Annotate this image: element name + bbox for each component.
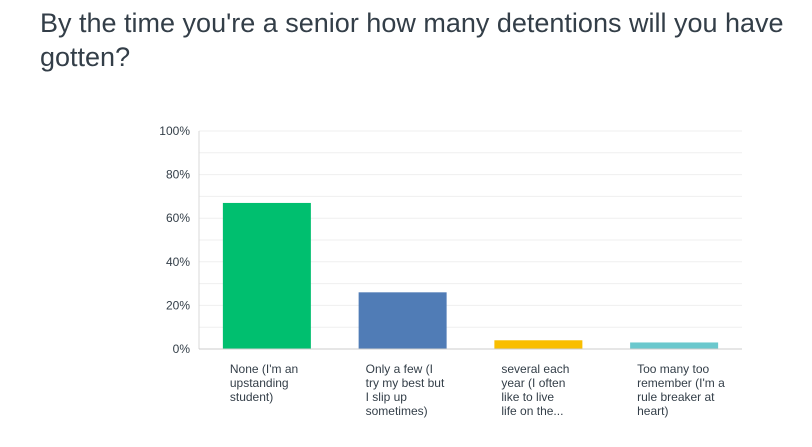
chart-title: By the time you're a senior how many det…: [40, 8, 784, 72]
y-tick-label: 60%: [166, 211, 190, 225]
x-tick-label: Too many too remember (I'm a rule breake…: [637, 362, 725, 418]
x-tick-label: several each year (I often like to live …: [501, 362, 570, 418]
y-tick-label: 20%: [166, 298, 190, 312]
bar: [222, 202, 311, 349]
bar: [630, 342, 719, 349]
y-tick-label: 100%: [159, 124, 190, 138]
x-tick-label: None (I'm an upstanding student): [229, 362, 299, 404]
y-tick-label: 0%: [173, 342, 191, 356]
y-axis-ticks: 100% 80% 60% 40% 20% 0%: [159, 124, 190, 356]
bar: [494, 340, 583, 349]
y-tick-label: 80%: [166, 168, 190, 182]
bar: [358, 292, 447, 349]
y-tick-label: 40%: [166, 255, 190, 269]
x-tick-label: Only a few (I try my best but I slip up …: [365, 362, 445, 418]
bars: [222, 202, 719, 349]
